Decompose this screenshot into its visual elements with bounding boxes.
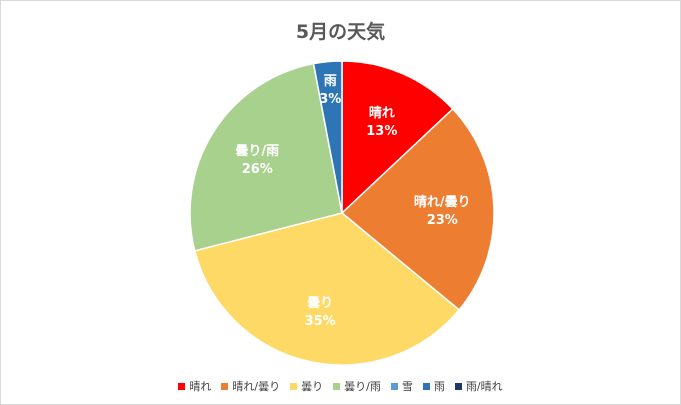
legend-label: 曇り/雨 — [344, 380, 381, 393]
legend-swatch — [390, 382, 398, 390]
slice-category-label: 晴れ — [369, 105, 395, 121]
slice-value-label: 23% — [427, 213, 458, 228]
legend-label: 曇り — [301, 380, 324, 393]
legend-item: 雪 — [390, 378, 413, 394]
slice-category-label: 雨 — [324, 74, 337, 89]
legend-item: 雨/晴れ — [454, 378, 503, 394]
chart-title: 5月の天気 — [295, 21, 386, 43]
legend-swatch — [290, 382, 298, 390]
slice-value-label: 3% — [319, 92, 341, 107]
pie-slice-5 — [312, 60, 343, 214]
legend-item: 曇り/雨 — [333, 378, 381, 394]
legend-item: 晴れ/曇り — [221, 378, 280, 394]
legend-swatch — [454, 382, 462, 390]
slice-category-label: 曇り/雨 — [235, 144, 279, 159]
legend-label: 雪 — [401, 380, 413, 393]
legend-item: 雨 — [422, 378, 445, 394]
slice-value-label: 26% — [242, 162, 273, 177]
slice-value-label: 13% — [366, 124, 397, 139]
slice-category-label: 晴れ/曇り — [414, 194, 471, 210]
pie-slice-2 — [193, 212, 461, 366]
legend-swatch — [333, 382, 341, 390]
slice-category-label: 曇り — [307, 296, 333, 311]
legend-label: 雨/晴れ — [465, 380, 503, 393]
legend-item: 曇り — [290, 378, 323, 394]
pie-slice-3 — [189, 62, 343, 252]
chart-legend: 晴れ 晴れ/曇り 曇り 曇り/雨 雪 雨 雨/晴れ — [1, 378, 680, 394]
legend-label: 晴れ/曇り — [232, 380, 281, 393]
legend-label: 雨 — [433, 380, 445, 393]
legend-swatch — [422, 382, 430, 390]
slice-value-label: 35% — [305, 314, 336, 329]
legend-swatch — [178, 382, 186, 390]
legend-swatch — [221, 382, 229, 390]
legend-label: 晴れ — [189, 380, 212, 393]
legend-item: 晴れ — [178, 378, 211, 394]
pie-slice-0 — [341, 60, 454, 215]
pie-slice-1 — [340, 107, 495, 311]
